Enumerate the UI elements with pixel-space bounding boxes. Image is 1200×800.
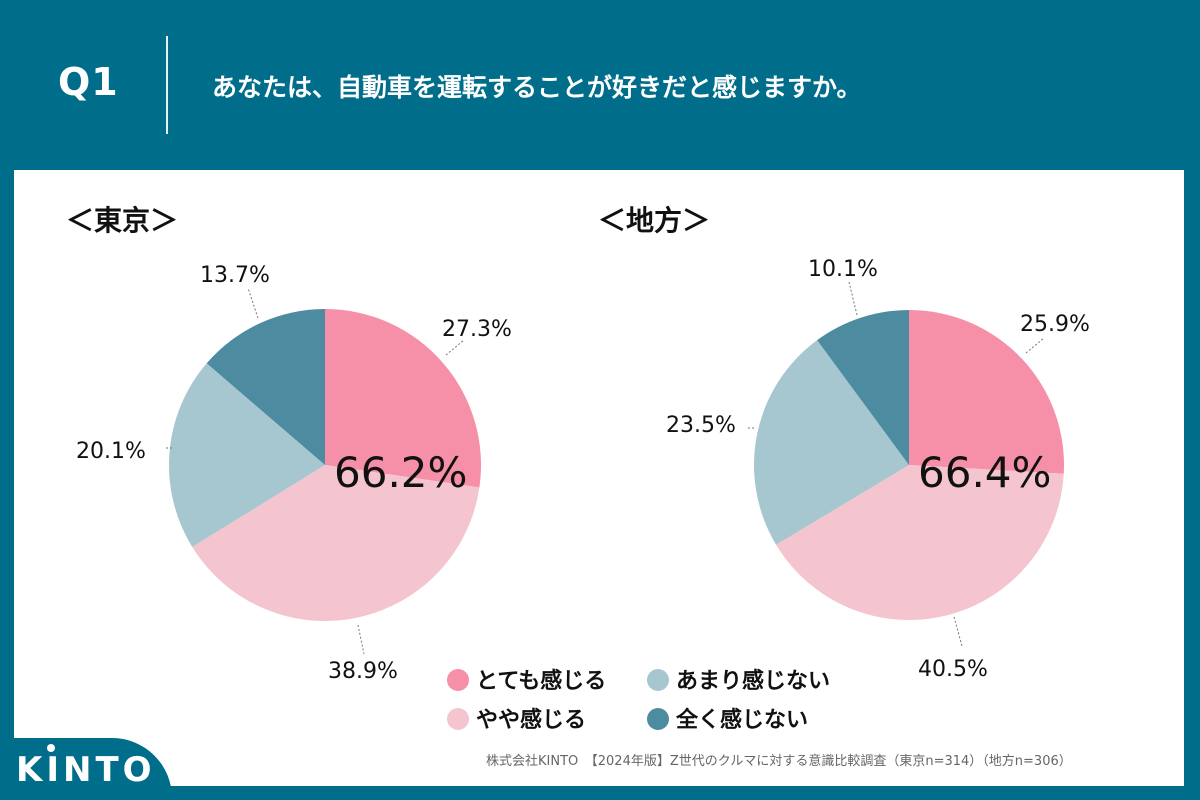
legend-swatch-not-at-all [647,708,669,730]
slice-label-tokyo-not-much: 20.1% [76,439,146,464]
legend-label-very: とても感じる [476,668,606,694]
pie-slice-tokyo-very [325,309,481,488]
legend: とても感じる あまり感じない やや感じる 全く感じない [447,668,830,733]
slice-label-regional-not-much: 23.5% [666,413,736,438]
source-note: 株式会社KINTO 【2024年版】Z世代のクルマに対する意識比較調査（東京n=… [486,754,1072,769]
pie-chart-tokyo: ＜東京＞ 27.3% 38.9% 20.1% 13.7% 66.2% [66,204,512,684]
center-label-tokyo: 66.2% [334,448,467,497]
pie-chart-regional: ＜地方＞ 25.9% 40.5% 23.5% 10.1% 66.4% [598,204,1090,682]
leader-line-tokyo-very [445,339,465,356]
pie-slice-regional-somewhat [776,465,1064,621]
logo-tab [0,738,172,800]
legend-swatch-not-much [647,669,669,691]
header-divider [166,36,168,134]
slices-regional [753,310,1064,621]
slice-label-tokyo-somewhat: 38.9% [328,659,398,684]
slice-label-tokyo-very: 27.3% [442,317,512,342]
pie-charts: ＜東京＞ 27.3% 38.9% 20.1% 13.7% 66.2% ＜地方＞ … [66,204,1090,733]
legend-label-somewhat: やや感じる [476,707,586,733]
leaders-regional [747,281,1045,647]
leader-line-tokyo-somewhat [357,624,365,655]
pie-slice-regional-not-at-all [817,310,909,465]
question-number: Q1 [58,60,119,104]
leader-line-regional-somewhat [953,616,963,647]
leader-line-tokyo-not-at-all [247,287,259,319]
slices-tokyo [168,309,481,622]
leader-line-regional-not-at-all [848,281,858,316]
pie-slice-regional-not-much [753,340,909,545]
leader-line-regional-very [1025,337,1045,354]
legend-label-not-much: あまり感じない [676,668,830,694]
legend-label-not-at-all: 全く感じない [675,707,808,733]
pie-slice-regional-very [909,310,1064,474]
slice-label-regional-not-at-all: 10.1% [808,257,878,282]
slice-label-regional-somewhat: 40.5% [918,657,988,682]
question-header: Q1 あなたは、自動車を運転することが好きだと感じますか。 [0,0,1200,170]
slice-label-tokyo-not-at-all: 13.7% [200,263,270,288]
slice-label-regional-very: 25.9% [1020,312,1090,337]
pie-slice-tokyo-not-much [168,363,325,547]
center-label-regional: 66.4% [918,448,1051,497]
pie-slice-tokyo-somewhat [192,465,480,622]
chart-title-tokyo: ＜東京＞ [66,204,178,237]
legend-swatch-somewhat [447,708,469,730]
logo-dot-icon [47,744,55,752]
leaders-tokyo [164,287,465,655]
legend-swatch-very [447,669,469,691]
pie-slice-tokyo-not-at-all [206,309,325,465]
chart-panel: ＜東京＞ 27.3% 38.9% 20.1% 13.7% 66.2% ＜地方＞ … [14,170,1184,786]
chart-title-regional: ＜地方＞ [598,204,710,237]
question-text: あなたは、自動車を運転することが好きだと感じますか。 [212,73,862,102]
kinto-logo: KINTO [16,750,156,790]
